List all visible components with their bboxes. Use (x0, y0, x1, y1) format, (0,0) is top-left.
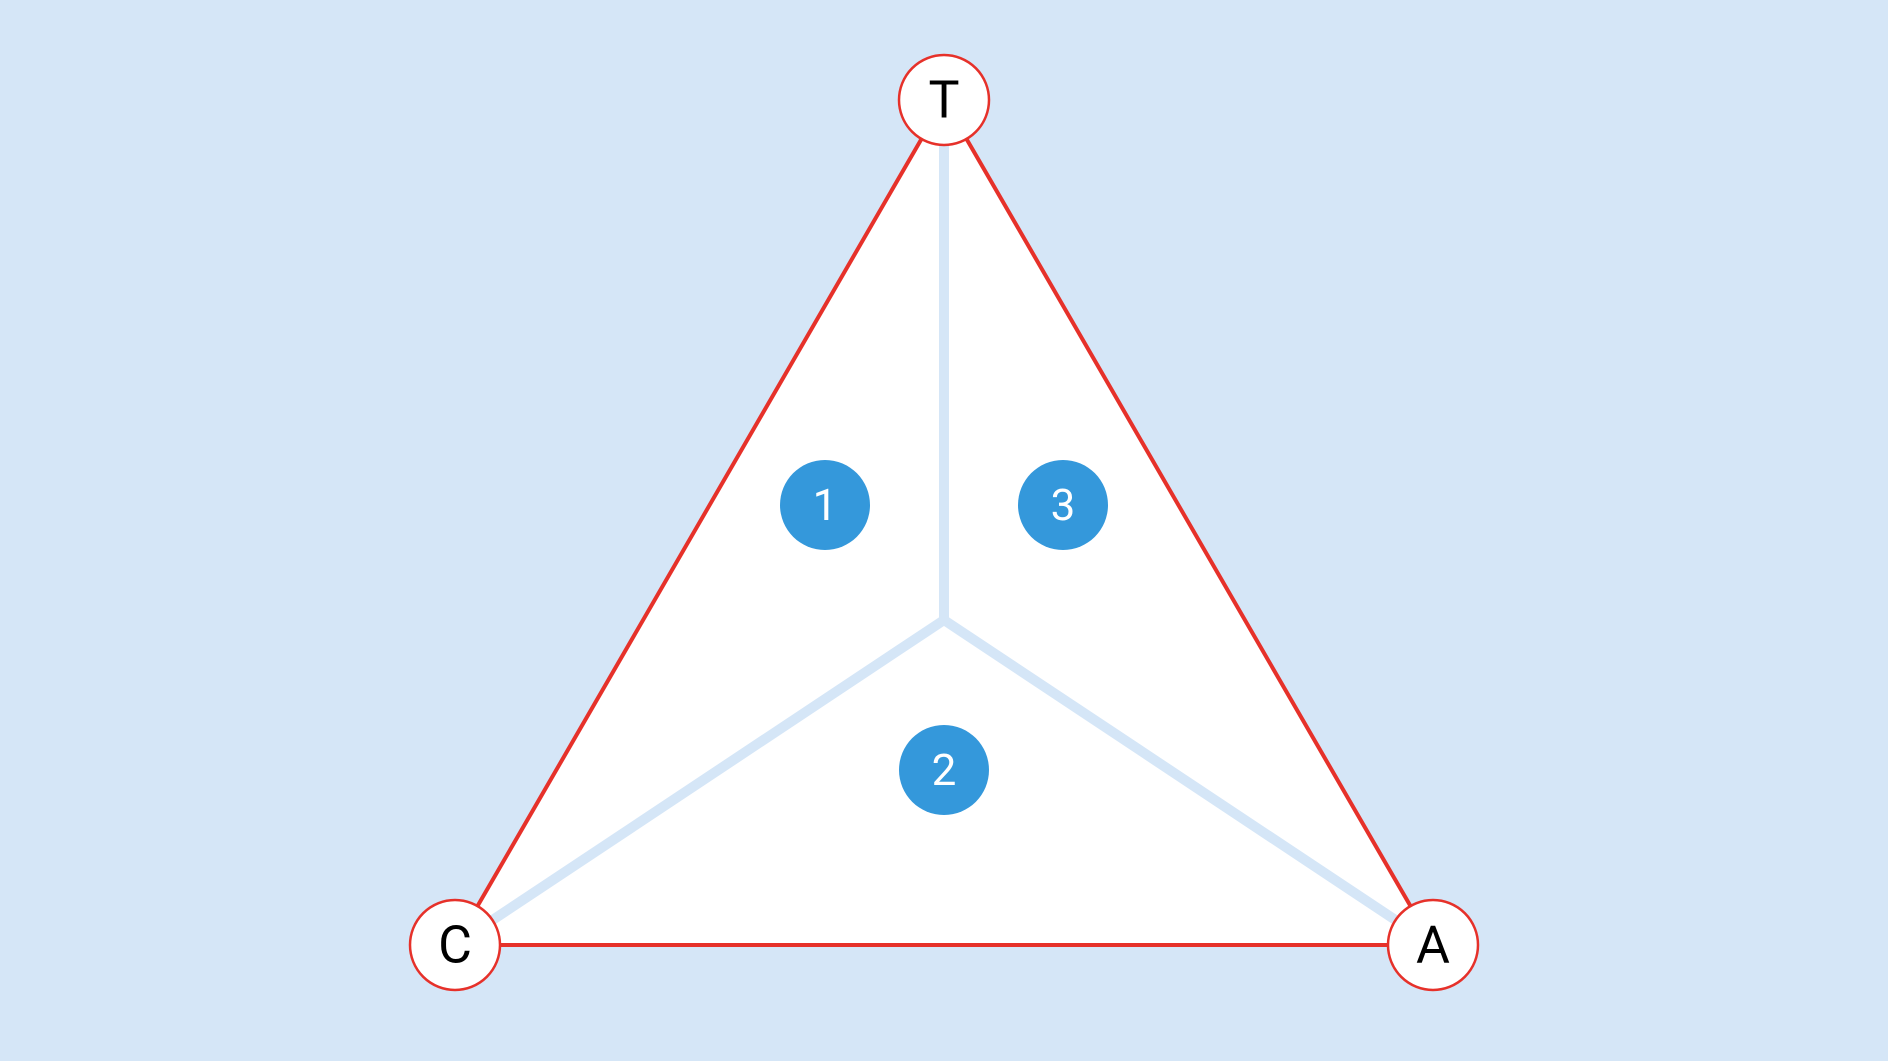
triangle-diagram-svg: 1 2 3 T C A (0, 0, 1888, 1061)
region-badge-2: 2 (899, 725, 989, 815)
region-badge-3: 3 (1018, 460, 1108, 550)
vertex-T-label: T (928, 70, 959, 131)
region-label: 3 (1051, 479, 1076, 531)
vertex-A-label: A (1416, 915, 1450, 976)
region-label: 2 (932, 744, 957, 796)
diagram-canvas: 1 2 3 T C A (0, 0, 1888, 1061)
vertex-A: A (1388, 900, 1478, 990)
vertex-T: T (899, 55, 989, 145)
vertex-C-label: C (438, 915, 472, 976)
vertex-C: C (410, 900, 500, 990)
region-badge-1: 1 (780, 460, 870, 550)
region-label: 1 (813, 479, 838, 531)
